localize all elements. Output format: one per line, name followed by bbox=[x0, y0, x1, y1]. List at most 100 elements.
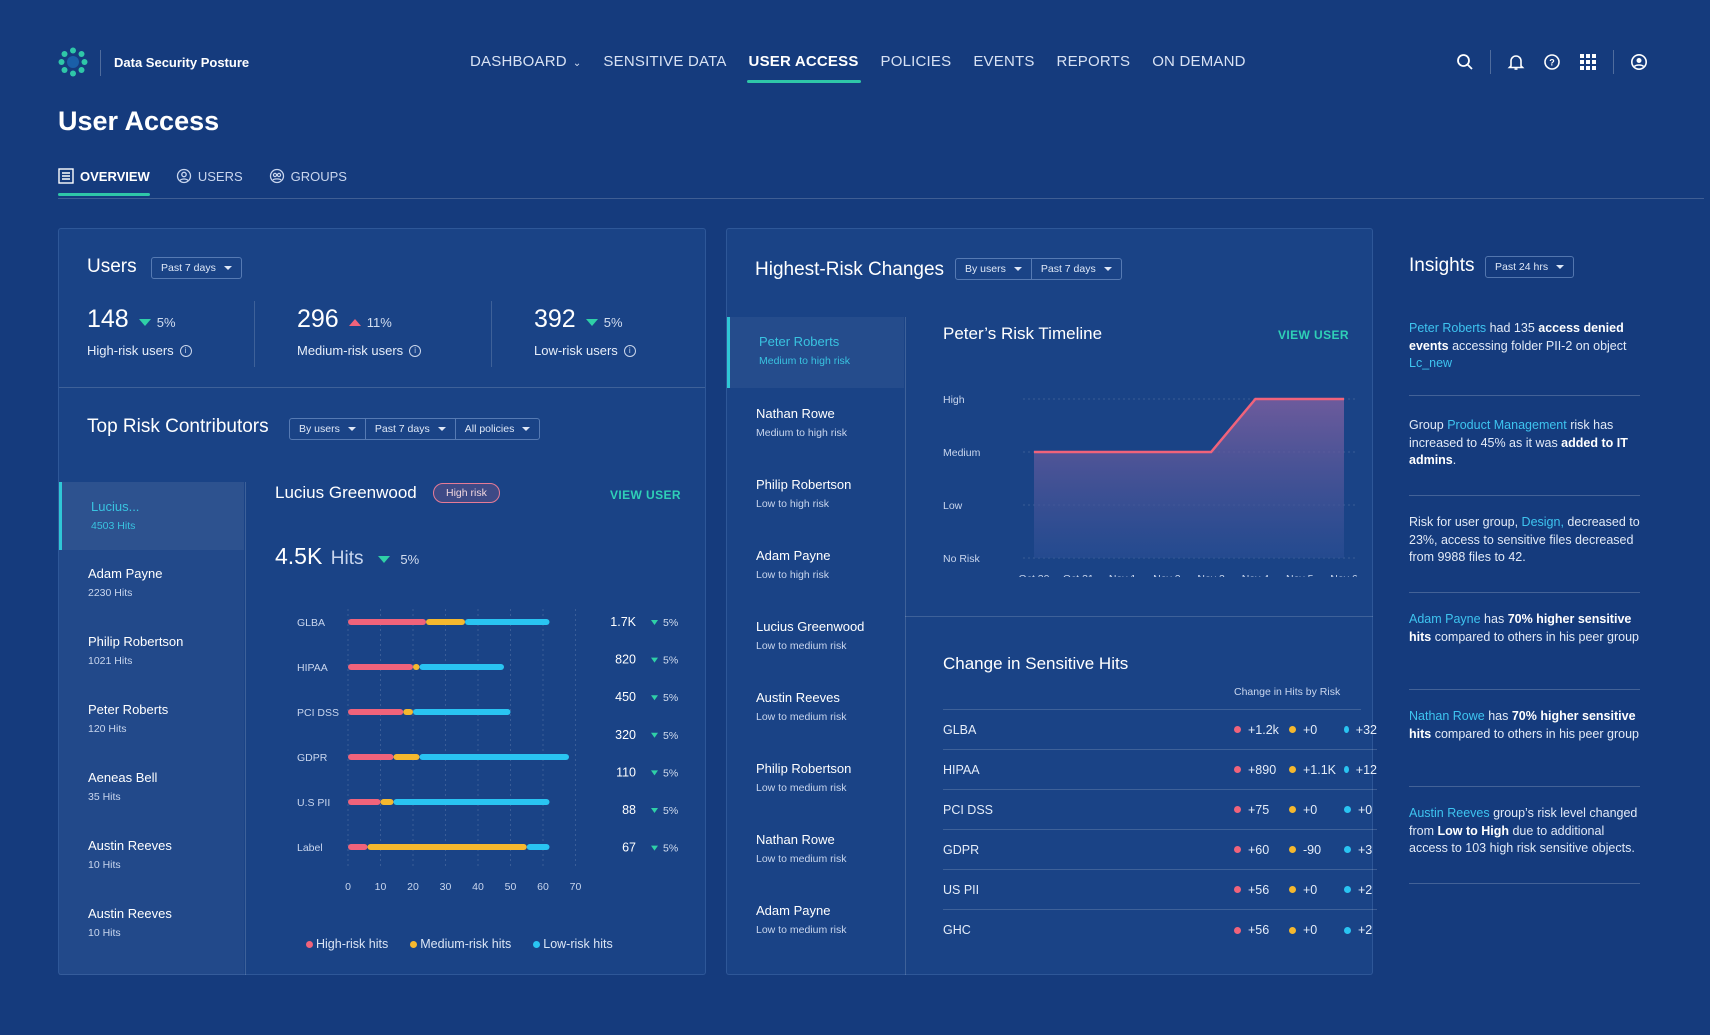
detail-total: 4.5K Hits 5% bbox=[275, 543, 420, 569]
nav-policies[interactable]: POLICIES bbox=[880, 53, 952, 70]
tab-groups[interactable]: GROUPS bbox=[269, 168, 347, 184]
x-tick-label: Oct 31 bbox=[1063, 573, 1094, 577]
info-icon[interactable]: i bbox=[179, 344, 192, 357]
insight-emphasis: access denied events bbox=[1409, 321, 1624, 353]
list-item[interactable]: Peter Roberts 120 Hits bbox=[88, 702, 169, 735]
legend-low: Low-risk hits bbox=[533, 937, 613, 951]
tab-overview[interactable]: OVERVIEW bbox=[58, 168, 150, 196]
list-item[interactable]: Philip Robertson Low to high risk bbox=[756, 477, 852, 510]
list-item[interactable]: Austin Reeves Low to medium risk bbox=[756, 690, 847, 723]
y-tick-label: GDPR bbox=[297, 752, 328, 764]
bar-value-label: 820 bbox=[615, 653, 636, 667]
x-tick-label: 50 bbox=[505, 881, 517, 893]
insight-link[interactable]: Adam Payne bbox=[1409, 612, 1481, 626]
list-item[interactable]: Austin Reeves 10 Hits bbox=[88, 906, 172, 939]
brand-divider bbox=[100, 50, 101, 76]
nav-dashboard[interactable]: DASHBOARD ⌄ bbox=[470, 53, 582, 70]
trend-down-icon bbox=[651, 845, 658, 851]
users-period-filter: Past 7 days bbox=[151, 257, 242, 279]
filter-by-users[interactable]: By users bbox=[290, 419, 366, 439]
tab-users[interactable]: USERS bbox=[176, 168, 243, 184]
list-item[interactable]: Philip Robertson Low to medium risk bbox=[756, 761, 852, 794]
insight-item: Peter Roberts had 135 access denied even… bbox=[1409, 320, 1640, 373]
trend-down-icon bbox=[585, 319, 598, 327]
nav-events[interactable]: EVENTS bbox=[973, 53, 1035, 70]
insight-link[interactable]: Nathan Rowe bbox=[1409, 709, 1485, 723]
y-tick-label: HIPAA bbox=[297, 662, 328, 674]
user-account-icon[interactable] bbox=[1628, 51, 1650, 73]
insight-divider bbox=[1409, 689, 1640, 690]
y-tick-label: Label bbox=[297, 842, 323, 854]
list-item[interactable]: Adam Payne Low to medium risk bbox=[756, 903, 847, 936]
list-item[interactable]: Nathan Rowe Medium to high risk bbox=[756, 406, 848, 439]
nav-sensitive-data[interactable]: SENSITIVE DATA bbox=[603, 53, 727, 70]
panel-divider bbox=[59, 387, 705, 388]
changes-filter-period[interactable]: Past 7 days bbox=[1032, 259, 1121, 279]
list-item[interactable]: Adam Payne 2230 Hits bbox=[88, 566, 163, 599]
insight-text: group’s risk level changed from bbox=[1409, 806, 1638, 838]
users-period-select[interactable]: Past 7 days bbox=[152, 258, 241, 278]
insight-link[interactable]: Austin Reeves bbox=[1409, 806, 1490, 820]
user-icon bbox=[176, 168, 191, 184]
y-tick-label: Low bbox=[943, 500, 963, 512]
insight-text: has bbox=[1484, 709, 1512, 723]
nav-reports[interactable]: REPORTS bbox=[1056, 53, 1131, 70]
contributors-filters: By users Past 7 days All policies bbox=[289, 418, 541, 440]
info-icon[interactable]: i bbox=[409, 344, 422, 357]
bar-value-label: 320 bbox=[615, 728, 636, 742]
bar-segment-low bbox=[393, 799, 550, 805]
x-tick-label: 60 bbox=[537, 881, 549, 893]
x-tick-label: Nov 4 bbox=[1242, 573, 1270, 577]
main-nav: DASHBOARD ⌄ SENSITIVE DATA USER ACCESS PO… bbox=[470, 53, 1246, 83]
group-icon bbox=[269, 168, 284, 184]
insight-link[interactable]: Lc_new bbox=[1409, 356, 1453, 370]
bell-icon[interactable] bbox=[1505, 51, 1527, 73]
y-tick-label: Medium bbox=[943, 447, 981, 459]
insight-text: risk has increased to 45% as it was bbox=[1409, 418, 1614, 450]
table-row: GLBA +1.2k +0 +32 bbox=[943, 710, 1377, 750]
info-icon[interactable]: i bbox=[623, 344, 636, 357]
list-item[interactable]: Adam Payne Low to high risk bbox=[756, 548, 831, 581]
insight-link[interactable]: Design, bbox=[1521, 515, 1564, 529]
list-item[interactable]: Peter Roberts Medium to high risk bbox=[727, 317, 904, 388]
insight-emphasis: added to IT admins bbox=[1409, 435, 1628, 468]
list-item[interactable]: Aeneas Bell 35 Hits bbox=[88, 770, 158, 803]
trend-down-icon bbox=[138, 319, 151, 327]
hits-bar-chart: 0 10 20 30 40 50 60 70 GLBA HIPAA PCI DSS GDPR U.S P… bbox=[297, 609, 678, 893]
insight-emphasis: 70% higher sensitive hits bbox=[1409, 709, 1636, 741]
list-item[interactable]: Nathan Rowe Low to medium risk bbox=[756, 832, 847, 865]
filter-period[interactable]: Past 7 days bbox=[366, 419, 456, 439]
bar-value-label: 67 bbox=[622, 841, 636, 855]
timeline-view-user-button[interactable]: VIEW USER bbox=[1278, 328, 1349, 342]
bar-pct-label: 5% bbox=[663, 730, 678, 742]
changes-filter-by[interactable]: By users bbox=[956, 259, 1032, 279]
view-tabs: OVERVIEW USERS GROUPS bbox=[58, 168, 347, 196]
insights-period-select[interactable]: Past 24 hrs bbox=[1486, 257, 1573, 277]
apps-grid-icon[interactable] bbox=[1577, 51, 1599, 73]
filter-policies[interactable]: All policies bbox=[456, 419, 540, 439]
list-item[interactable]: Lucius... 4503 Hits bbox=[59, 482, 244, 550]
insight-link[interactable]: Peter Roberts bbox=[1409, 321, 1487, 335]
bar-segment-medium bbox=[380, 799, 394, 805]
users-panel: Users Past 7 days 148 5% High-risk users i… bbox=[58, 228, 706, 975]
list-item[interactable]: Philip Robertson 1021 Hits bbox=[88, 634, 184, 667]
insight-text: compared to others in his peer group bbox=[1431, 629, 1639, 644]
insight-link[interactable]: Product Management bbox=[1447, 418, 1567, 432]
nav-on-demand[interactable]: ON DEMAND bbox=[1152, 53, 1246, 70]
nav-user-access[interactable]: USER ACCESS bbox=[746, 53, 861, 83]
help-icon[interactable]: ? bbox=[1541, 51, 1563, 73]
list-item[interactable]: Lucius Greenwood Low to medium risk bbox=[756, 619, 865, 652]
timeline-area bbox=[1034, 399, 1344, 558]
changes-list: Peter Roberts Medium to high risk Nathan … bbox=[727, 317, 904, 975]
x-tick-label: 10 bbox=[375, 881, 387, 893]
view-user-button[interactable]: VIEW USER bbox=[610, 488, 681, 502]
bar-segment-medium bbox=[413, 664, 420, 670]
bar-value-label: 110 bbox=[616, 765, 636, 779]
insight-text: accessing folder PII-2 on object bbox=[1448, 338, 1627, 353]
search-icon[interactable] bbox=[1454, 51, 1476, 73]
bar-segment-medium bbox=[393, 754, 420, 760]
hits-header-divider bbox=[943, 709, 1361, 710]
insight-item: Nathan Rowe has 70% higher sensitive hit… bbox=[1409, 708, 1640, 743]
list-item[interactable]: Austin Reeves 10 Hits bbox=[88, 838, 172, 871]
trend-up-icon bbox=[348, 319, 361, 327]
